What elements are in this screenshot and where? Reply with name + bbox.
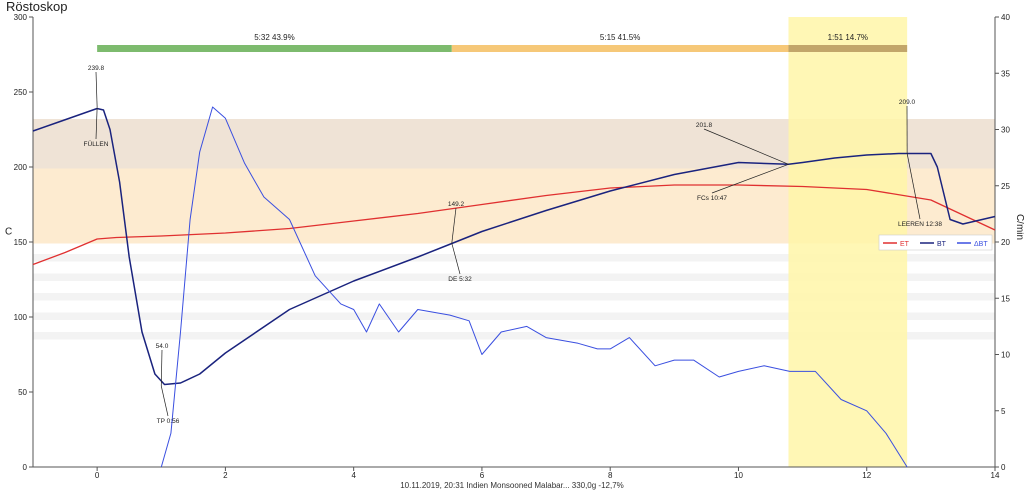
- annotation-leader: [95, 107, 98, 140]
- annotation-leader: [160, 349, 163, 387]
- y-tick-label: 0: [23, 463, 28, 472]
- y2-tick-label: 35: [1001, 69, 1010, 78]
- y2-tick-label: 15: [1001, 294, 1010, 303]
- x-tick-label: 12: [862, 471, 871, 480]
- annotation-value: 239.8: [88, 65, 105, 72]
- chart-svg[interactable]: 5:32 43.9% 5:15 41.5% 1:51 14.7%0501001502…: [0, 0, 1024, 480]
- x-tick-label: 14: [991, 471, 1000, 480]
- annotation-leader: [160, 385, 169, 417]
- annotation-event: FCs 10:47: [697, 195, 727, 202]
- chart-footer: 10.11.2019, 20:31 Indien Monsooned Malab…: [400, 481, 624, 490]
- x-tick-label: 0: [95, 471, 100, 480]
- series-dbt-line: [160, 106, 908, 468]
- x-tick-label: 4: [351, 471, 356, 480]
- annotation-event: LEEREN 12:38: [898, 221, 942, 228]
- annotation-leader: [451, 207, 457, 244]
- legend-box: [878, 234, 993, 251]
- y-axis-label: C: [5, 227, 12, 238]
- y-tick-label: 250: [14, 88, 28, 97]
- annotation-value: 54.0: [156, 343, 169, 350]
- phase-bar-2: [788, 45, 908, 52]
- legend-label: ET: [900, 241, 910, 248]
- annotation-event: TP 0:56: [157, 418, 180, 425]
- annotation-event: FÜLLEN: [84, 140, 109, 148]
- y-tick-label: 50: [18, 388, 27, 397]
- phase-label-2: 1:51 14.7%: [828, 33, 868, 42]
- x-tick-label: 6: [480, 471, 485, 480]
- band-stripe-3: [33, 312, 995, 320]
- series-et-line: [32, 184, 996, 266]
- annotation-leader: [703, 128, 789, 165]
- annotation-event: DE 5:32: [448, 276, 472, 283]
- band-stripe-1: [33, 273, 995, 281]
- annotation-value: 201.8: [696, 122, 713, 129]
- series-bt-line: [32, 107, 996, 386]
- y2-tick-label: 30: [1001, 126, 1010, 135]
- band-stripe-2: [33, 293, 995, 301]
- annotation-value: 149.2: [448, 201, 465, 208]
- x-tick-label: 2: [223, 471, 228, 480]
- annotation-leader: [95, 71, 98, 108]
- y-tick-label: 100: [14, 313, 28, 322]
- y2-tick-label: 5: [1001, 407, 1006, 416]
- y2-axis-label: C/min: [1014, 214, 1024, 240]
- phase-label-0: 5:32 43.9%: [254, 33, 294, 42]
- legend-label: ΔBT: [974, 241, 988, 248]
- y-tick-label: 300: [14, 13, 28, 22]
- legend-label: BT: [937, 241, 947, 248]
- y2-tick-label: 40: [1001, 13, 1010, 22]
- annotation-leader: [451, 243, 461, 275]
- annotation-value: 209.0: [899, 99, 916, 106]
- x-tick-label: 8: [608, 471, 613, 480]
- x-tick-label: 10: [734, 471, 743, 480]
- y-tick-label: 150: [14, 238, 28, 247]
- band-stripe-4: [33, 332, 995, 340]
- y2-tick-label: 0: [1001, 463, 1006, 472]
- phase-label-1: 5:15 41.5%: [600, 33, 640, 42]
- y2-tick-label: 25: [1001, 182, 1010, 191]
- y-tick-label: 200: [14, 163, 28, 172]
- annotation-leader: [711, 163, 789, 194]
- annotation-leader: [906, 153, 921, 220]
- phase-bar-0: [97, 45, 452, 52]
- y2-tick-label: 10: [1001, 351, 1010, 360]
- y2-tick-label: 20: [1001, 238, 1010, 247]
- phase-bar-1: [451, 45, 789, 52]
- chart-title: Röstoskop: [6, 0, 68, 14]
- band-stripe-0: [33, 254, 995, 262]
